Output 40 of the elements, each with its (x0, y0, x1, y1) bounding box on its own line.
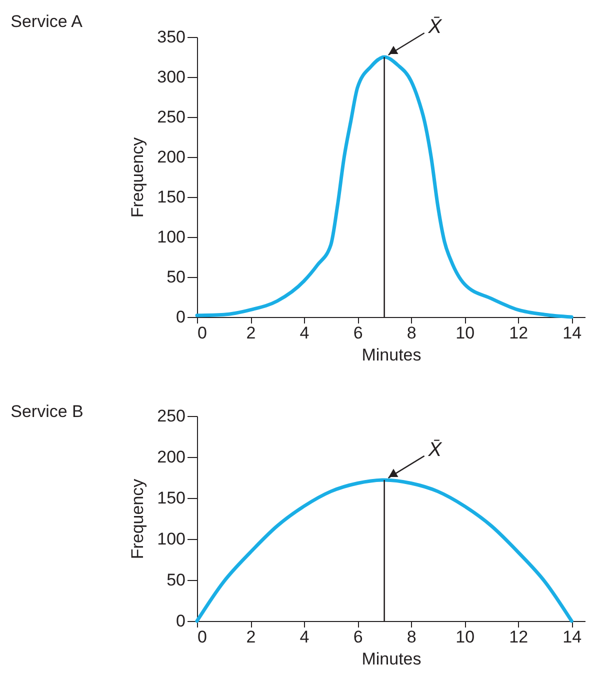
x-tick-label: 0 (198, 324, 207, 342)
line-series (195, 478, 574, 623)
x-tick-label: 12 (509, 628, 528, 646)
annotation: X̄ (427, 438, 442, 461)
text: Service B (10, 402, 84, 421)
x-tick-label: 8 (406, 324, 416, 342)
y-axis-title: Frequency (128, 136, 148, 218)
x-tick-label: 4 (300, 324, 310, 342)
x-tick-label: 0 (198, 628, 207, 646)
y-tick-label: 50 (166, 268, 186, 286)
x-tick-label: 2 (246, 324, 256, 342)
y-tick-label: 100 (157, 228, 186, 246)
x-tick-label: 4 (300, 628, 310, 646)
x-tick-label: 10 (456, 628, 475, 646)
text: Service A (10, 12, 84, 31)
x-axis-title: Minutes (362, 650, 422, 668)
y-tick-label: 150 (157, 488, 186, 508)
x-tick-label: 14 (562, 628, 582, 646)
y-tick-label: 200 (157, 148, 186, 166)
y-axis-title: Frequency (128, 478, 148, 560)
y-tick-label: 50 (166, 570, 186, 590)
y-tick-label: 300 (157, 68, 186, 86)
y-tick-label: 150 (157, 188, 186, 206)
x-axis-title: Minutes (362, 346, 422, 364)
y-tick-label: 0 (176, 308, 186, 326)
x-tick-label: 14 (562, 324, 582, 342)
y-tick-label: 0 (176, 612, 186, 630)
x-tick-label: 6 (353, 324, 363, 342)
y-tick-label: 100 (157, 530, 186, 548)
y-tick-label: 350 (157, 28, 186, 46)
y-tick-label: 250 (157, 406, 186, 426)
y-tick-label: 200 (157, 448, 186, 466)
x-tick-label: 8 (406, 628, 416, 646)
y-tick-label: 250 (157, 108, 186, 126)
x-tick-label: 10 (456, 324, 475, 342)
x-tick-label: 6 (353, 628, 363, 646)
annotation: X̄ (427, 16, 442, 38)
x-tick-label: 12 (509, 324, 528, 342)
line-series (195, 55, 574, 319)
x-tick-label: 2 (246, 628, 256, 646)
